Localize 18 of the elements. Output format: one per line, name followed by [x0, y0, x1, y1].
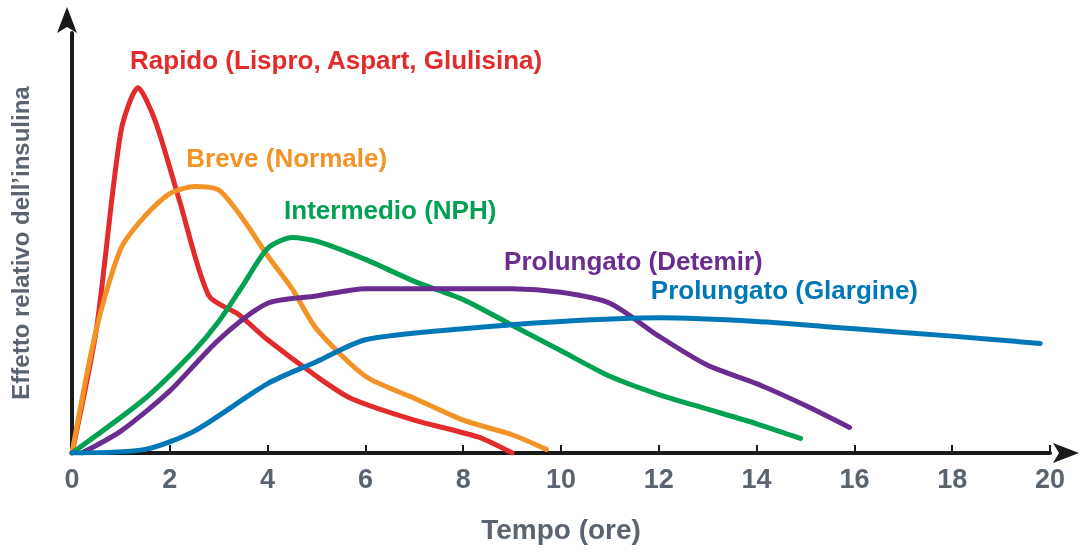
series-label: Rapido (Lispro, Aspart, Glulisina) — [130, 44, 543, 75]
x-tick-label: 0 — [64, 463, 80, 494]
x-tick-label: 12 — [643, 463, 674, 494]
x-tick-label: 6 — [357, 463, 373, 494]
x-tick-label: 4 — [260, 463, 276, 494]
x-tick-label: 20 — [1034, 463, 1066, 494]
x-tick-label: 14 — [741, 463, 772, 494]
series-label: Intermedio (NPH) — [284, 194, 497, 225]
x-axis-title: Tempo (ore) — [481, 513, 641, 545]
series-label: Breve (Normale) — [186, 143, 388, 174]
x-tick-label: 2 — [162, 463, 178, 494]
y-axis-title: Effetto relativo dell’insulina — [6, 85, 34, 400]
x-tick-label: 8 — [455, 463, 471, 494]
series-label: Prolungato (Glargine) — [650, 274, 919, 305]
series-label: Prolungato (Detemir) — [504, 245, 763, 276]
x-tick-label: 10 — [545, 463, 577, 494]
x-tick-label: 18 — [937, 463, 968, 494]
x-tick-label: 16 — [839, 463, 870, 494]
